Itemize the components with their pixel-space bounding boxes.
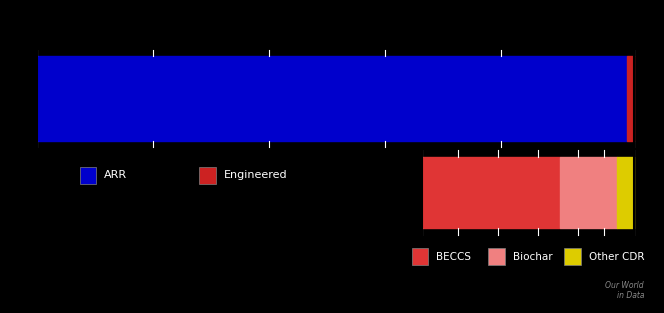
Bar (627, 56, 634, 141)
Bar (199, 167, 216, 184)
Text: Biochar: Biochar (513, 252, 552, 262)
Bar (422, 156, 560, 228)
Bar (412, 248, 428, 265)
Text: Engineered: Engineered (224, 170, 288, 180)
Text: Our World
in Data: Our World in Data (606, 281, 644, 300)
Text: Other CDR: Other CDR (589, 252, 645, 262)
Bar (37, 56, 627, 141)
Bar (488, 248, 505, 265)
Bar (564, 248, 581, 265)
Text: BECCS: BECCS (436, 252, 471, 262)
Bar (617, 156, 634, 228)
Bar (560, 156, 617, 228)
Text: ARR: ARR (104, 170, 127, 180)
Bar (80, 167, 96, 184)
